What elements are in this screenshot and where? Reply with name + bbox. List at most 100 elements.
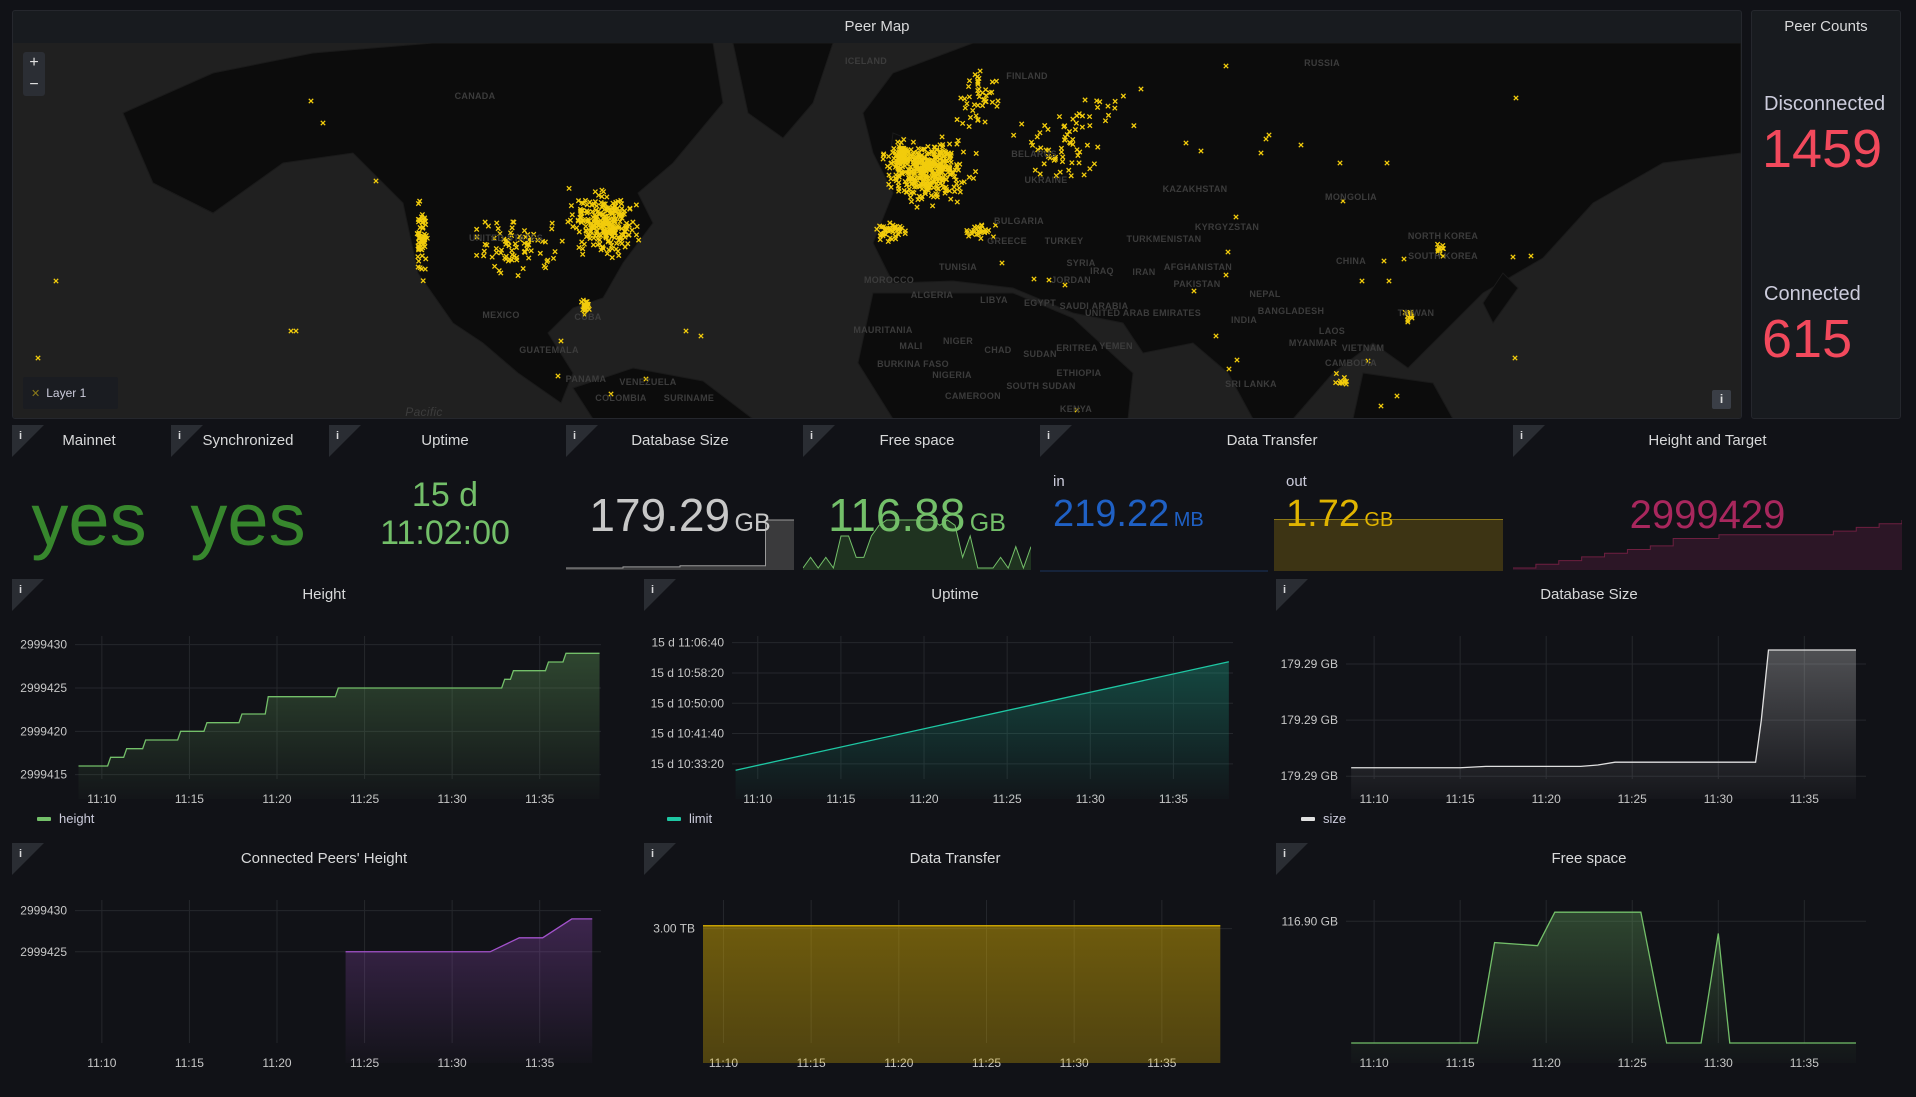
info-icon[interactable]: i [12,425,44,457]
peer-marker[interactable] [947,171,953,177]
peer-marker[interactable] [1068,173,1074,179]
peer-marker[interactable] [619,240,625,247]
peer-marker[interactable] [570,223,576,230]
peer-marker[interactable] [612,230,618,237]
peer-marker[interactable] [1333,370,1340,377]
peer-marker[interactable] [1225,249,1231,255]
peer-marker[interactable] [1095,144,1101,150]
info-icon[interactable]: i [1276,843,1308,875]
peer-marker[interactable] [908,198,915,205]
peer-marker[interactable] [1076,160,1082,166]
peer-marker[interactable] [989,99,996,105]
peer-marker[interactable] [1053,173,1059,179]
peer-marker[interactable] [947,153,953,159]
peer-marker[interactable] [618,197,624,204]
peer-marker[interactable] [1234,357,1240,363]
peer-marker[interactable] [962,105,968,111]
peer-marker[interactable] [594,203,600,209]
peer-marker[interactable] [633,232,640,238]
series-line[interactable] [735,661,1229,771]
peer-marker[interactable] [575,218,581,224]
peer-marker[interactable] [885,238,891,245]
peer-marker[interactable] [982,98,988,105]
peer-marker[interactable] [933,153,939,160]
peer-marker[interactable] [1394,393,1400,399]
peer-marker[interactable] [878,224,885,230]
peer-marker[interactable] [925,180,932,187]
peer-marker[interactable] [999,260,1005,266]
peer-marker[interactable] [1062,282,1068,288]
peer-marker[interactable] [600,203,607,210]
peer-marker[interactable] [513,244,520,251]
peer-marker[interactable] [626,232,632,238]
peer-marker[interactable] [913,159,919,166]
peer-marker[interactable] [509,247,515,254]
legend-item[interactable]: size [1301,811,1346,826]
peer-marker[interactable] [1079,124,1085,130]
peer-marker[interactable] [587,229,594,235]
peer-marker[interactable] [473,226,480,232]
peer-marker[interactable] [973,113,979,119]
peer-marker[interactable] [946,141,953,147]
peer-marker[interactable] [1019,121,1025,127]
peer-marker[interactable] [1359,278,1365,284]
peer-marker[interactable] [943,176,950,183]
peer-marker[interactable] [634,223,640,230]
peer-marker[interactable] [915,145,921,152]
peer-marker[interactable] [1074,407,1080,413]
peer-marker[interactable] [934,194,940,200]
peer-marker[interactable] [907,194,914,200]
peer-marker[interactable] [610,216,616,223]
peer-marker[interactable] [509,225,515,231]
peer-marker[interactable] [590,242,597,248]
peer-marker[interactable] [1028,139,1035,145]
peer-marker[interactable] [587,235,593,242]
peer-marker[interactable] [1029,142,1036,148]
peer-marker[interactable] [595,211,602,217]
peer-marker[interactable] [569,212,575,218]
peer-marker[interactable] [957,189,963,195]
peer-marker[interactable] [604,250,610,257]
peer-marker[interactable] [886,172,892,178]
peer-marker[interactable] [885,153,892,160]
peer-marker[interactable] [541,263,547,269]
peer-marker[interactable] [951,188,958,195]
peer-marker[interactable] [1052,154,1059,160]
peer-marker[interactable] [973,150,979,157]
peer-marker[interactable] [1062,123,1068,129]
peer-marker[interactable] [908,168,914,174]
peer-marker[interactable] [619,215,625,221]
peer-marker[interactable] [929,203,936,209]
peer-marker[interactable] [978,235,984,242]
peer-marker[interactable] [604,194,610,200]
peer-marker[interactable] [956,185,962,191]
peer-marker[interactable] [954,141,960,147]
peer-marker[interactable] [587,199,593,205]
peer-marker[interactable] [559,238,565,244]
peer-marker[interactable] [621,232,627,238]
peer-marker[interactable] [584,208,590,214]
map-canvas[interactable] [13,43,1741,419]
peer-marker[interactable] [1102,118,1109,124]
peer-marker[interactable] [609,204,615,211]
peer-marker[interactable] [892,224,898,230]
peer-marker[interactable] [489,254,495,260]
peer-marker[interactable] [905,175,912,181]
peer-marker[interactable] [1074,147,1080,153]
peer-marker[interactable] [514,257,520,263]
peer-marker[interactable] [967,114,974,121]
peer-marker[interactable] [415,254,421,260]
peer-marker[interactable] [964,100,970,107]
peer-marker[interactable] [1087,166,1093,172]
peer-marker[interactable] [1112,105,1118,111]
peer-marker[interactable] [887,220,893,226]
peer-marker[interactable] [1405,319,1411,325]
peer-marker[interactable] [1183,140,1189,146]
peer-marker[interactable] [608,391,614,397]
peer-marker[interactable] [1058,145,1065,151]
peer-marker[interactable] [948,150,954,156]
peer-marker[interactable] [959,120,966,127]
peer-marker[interactable] [955,167,962,173]
peer-marker[interactable] [604,208,611,214]
peer-marker[interactable] [937,142,943,148]
